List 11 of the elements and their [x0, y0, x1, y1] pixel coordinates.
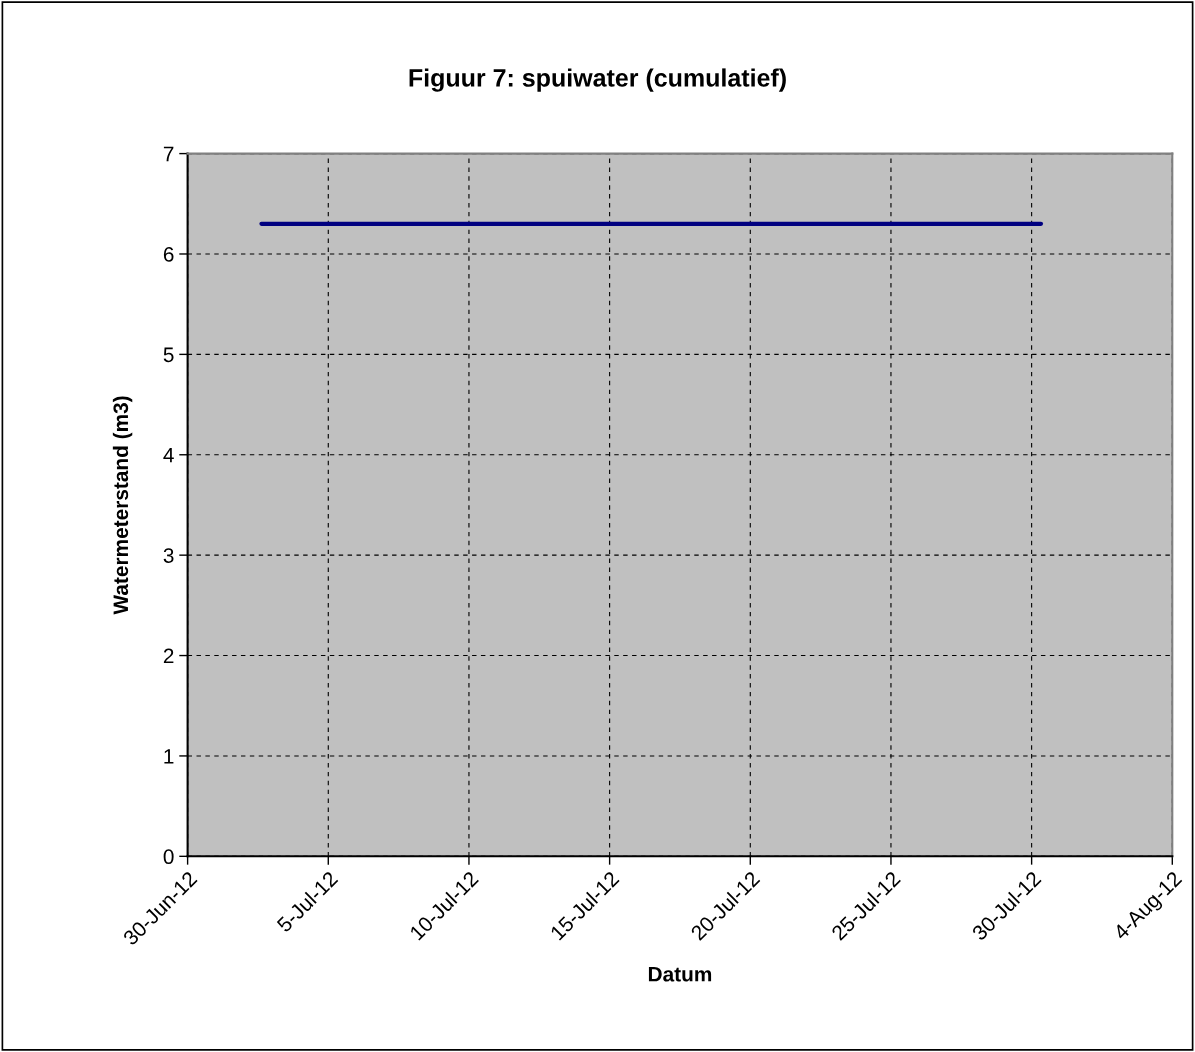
y-tick-label: 4 — [163, 447, 174, 463]
y-tick-label: 7 — [163, 146, 174, 162]
y-tick-label: 2 — [163, 648, 174, 664]
y-axis-title: Watermeterstand (m3) — [112, 396, 133, 615]
x-axis-title: Datum — [648, 967, 712, 982]
y-tick-label: 0 — [163, 849, 174, 865]
y-tick-label: 5 — [163, 347, 174, 363]
y-tick-label: 1 — [164, 749, 174, 764]
y-tick-label: 3 — [163, 548, 174, 563]
chart-title: Figuur 7: spuiwater (cumulatief) — [409, 68, 786, 92]
y-tick-label: 6 — [163, 246, 174, 262]
